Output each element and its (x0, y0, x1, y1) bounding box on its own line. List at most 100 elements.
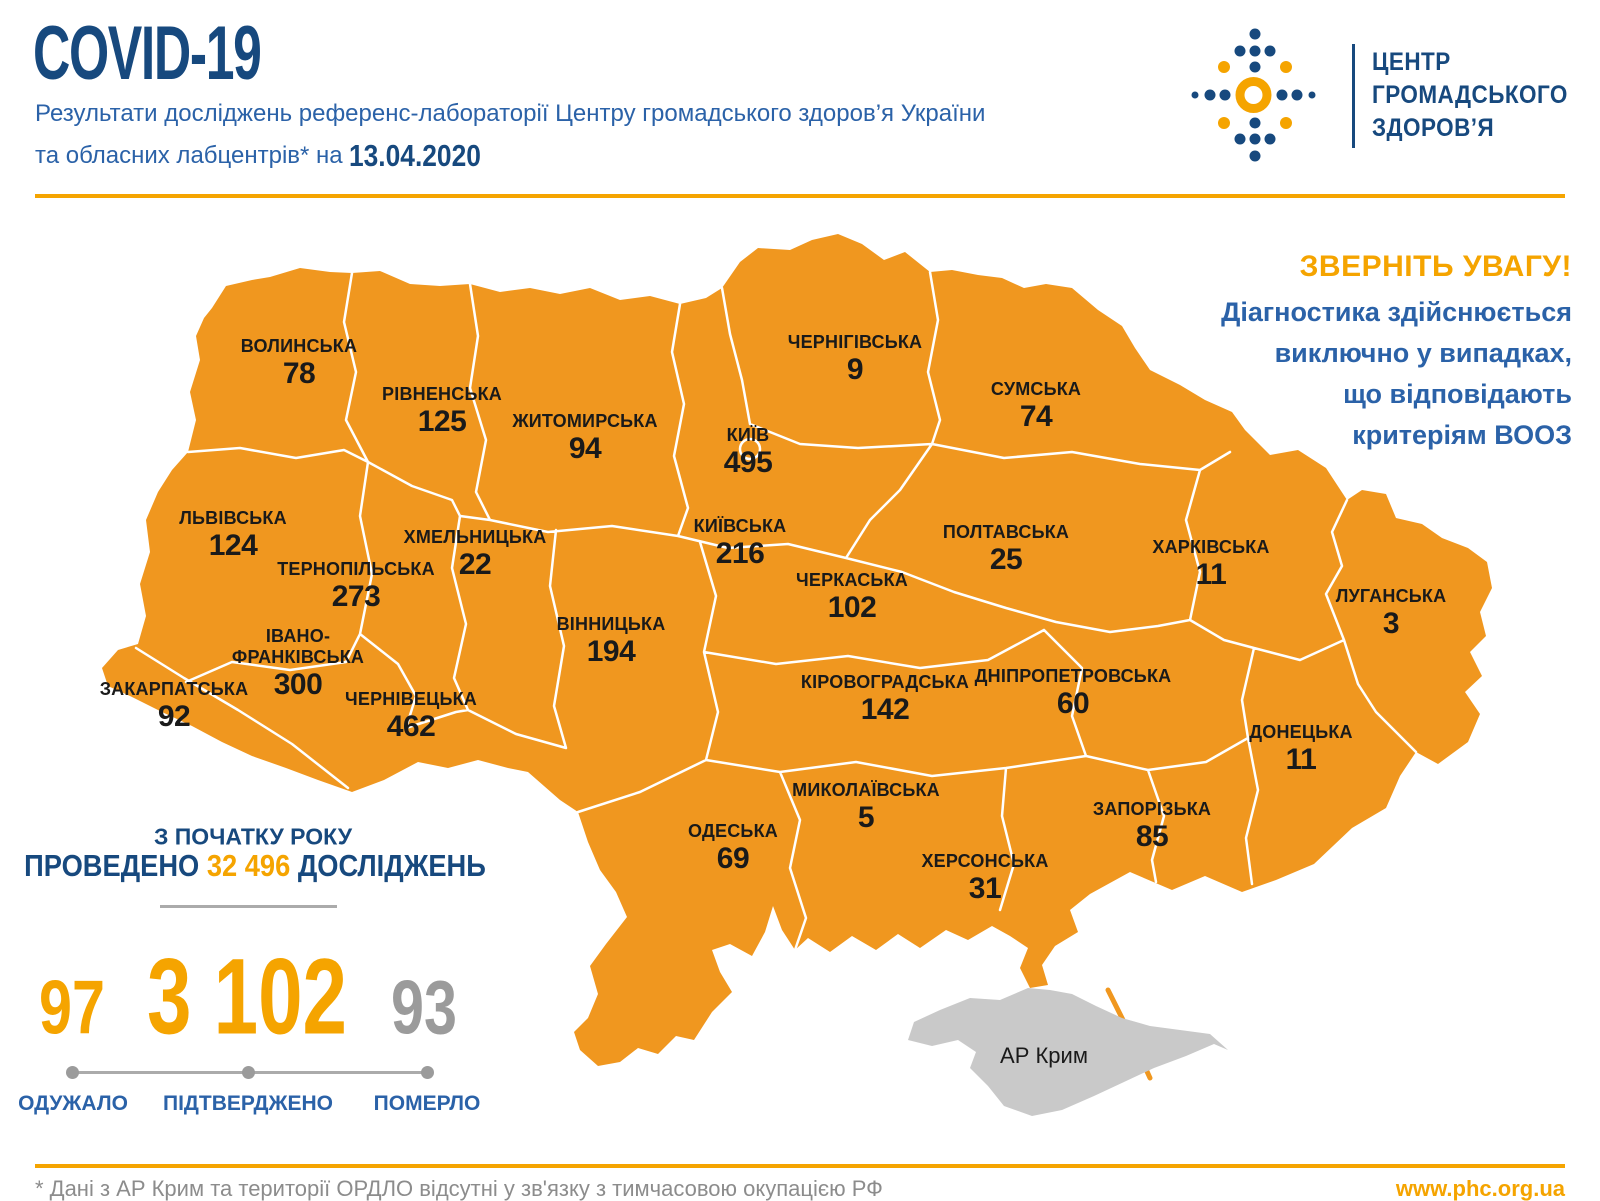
region-name: ЗАКАРПАТСЬКА (99, 679, 249, 699)
region-value: 11 (1285, 743, 1317, 776)
region-name: ЛУГАНСЬКА (1335, 586, 1447, 606)
region-value: 300 (273, 668, 323, 701)
region-name: ЖИТОМИРСЬКА (512, 411, 658, 431)
attention-line1: Діагностика здійснюється (1221, 297, 1572, 327)
subtitle-line2: та обласних лабцентрів* на 13.04.2020 (35, 138, 504, 174)
region-value: 495 (723, 446, 773, 479)
region-label-volynska: ВОЛИНСЬКА 78 (241, 336, 357, 391)
region-label-lvivska: ЛЬВІВСЬКА 124 (179, 508, 287, 563)
region-value: 74 (1019, 400, 1053, 433)
oblast-borders (134, 270, 1418, 952)
region-label-odeska: ОДЕСЬКА 69 (688, 821, 778, 876)
footer-note: * Дані з АР Крим та території ОРДЛО відс… (35, 1176, 883, 1201)
region-name: ВІННИЦЬКА (556, 614, 666, 634)
region-name: КИЇВ (726, 425, 770, 445)
region-name: ЛЬВІВСЬКА (179, 508, 287, 528)
region-value: 60 (1056, 687, 1090, 720)
region-value: 3 (1382, 607, 1400, 640)
region-value: 22 (458, 548, 492, 581)
region-value: 9 (846, 353, 864, 386)
region-value: 216 (715, 537, 765, 570)
region-name: ДНІПРОПЕТРОВСЬКА (974, 666, 1172, 686)
timeline-dot-died (421, 1066, 434, 1079)
attention-line4: критеріям ВООЗ (1352, 420, 1572, 450)
subtitle-line1: Результати досліджень референс-лаборатор… (35, 100, 986, 127)
region-name: ОДЕСЬКА (688, 821, 778, 841)
region-name: РІВНЕНСЬКА (382, 384, 502, 404)
region-name: ЗАПОРІЗЬКА (1092, 799, 1212, 819)
region-name: ЧЕРКАСЬКА (796, 570, 908, 590)
region-label-chernihivska: ЧЕРНІГІВСЬКА 9 (788, 332, 923, 387)
logo-org-name: ЦЕНТР ГРОМАДСЬКОГО ЗДОРОВ’Я (1372, 46, 1568, 145)
region-label-zakarpatska: ЗАКАРПАТСЬКА 92 (100, 679, 249, 734)
region-value: 11 (1195, 558, 1227, 591)
region-name: ПОЛТАВСЬКА (942, 522, 1070, 542)
region-name: ТЕРНОПІЛЬСЬКА (277, 559, 435, 579)
region-name: КИЇВСЬКА (693, 516, 787, 536)
region-label-ternopilska: ТЕРНОПІЛЬСЬКА 273 (277, 559, 435, 614)
stats-divider-line (160, 905, 337, 908)
phc-logo-icon (1191, 28, 1316, 162)
kyiv-city-marker (738, 437, 762, 461)
region-label-khersonska: ХЕРСОНСЬКА 31 (921, 851, 1048, 906)
footer-website-link[interactable]: www.phc.org.ua (1395, 1176, 1565, 1201)
region-label-zaporizka: ЗАПОРІЗЬКА 85 (1093, 799, 1211, 854)
region-value: 92 (157, 700, 191, 733)
footer-divider-line (35, 1164, 1565, 1168)
region-label-vinnytska: ВІННИЦЬКА 194 (557, 614, 666, 669)
tests-suffix: ДОСЛІДЖЕНЬ (290, 848, 486, 883)
attention-heading: ЗВЕРНІТЬ УВАГУ! (1299, 250, 1572, 283)
region-value: 31 (968, 872, 1002, 905)
region-label-ivano-frankivska: ІВАНО- ФРАНКІВСЬКА 300 (232, 626, 364, 702)
region-value: 85 (1135, 820, 1169, 853)
report-date: 13.04.2020 (349, 138, 482, 173)
region-value: 125 (417, 405, 467, 438)
region-value: 102 (827, 591, 877, 624)
logo-org-line2: ГРОМАДСЬКОГО (1372, 81, 1568, 109)
region-label-cherkaska: ЧЕРКАСЬКА 102 (796, 570, 908, 625)
timeline-dot-recovered (66, 1066, 79, 1079)
subtitle-line2-text: та обласних лабцентрів* на (35, 142, 350, 169)
region-label-chernivetska: ЧЕРНІВЕЦЬКА 462 (345, 689, 477, 744)
region-value: 273 (331, 580, 381, 613)
region-name: КІРОВОГРАДСЬКА (800, 672, 970, 692)
region-name: СУМСЬКА (990, 379, 1082, 399)
region-label-zhytomyrska: ЖИТОМИРСЬКА 94 (512, 411, 657, 466)
region-label-poltavska: ПОЛТАВСЬКА 25 (943, 522, 1069, 577)
logo-divider (1352, 44, 1355, 148)
region-label-kyiv: КИЇВ 495 (724, 425, 773, 480)
stats-tests-line: ПРОВЕДЕНО 32 496 ДОСЛІДЖЕНЬ (24, 848, 486, 884)
attention-line3: що відповідають (1343, 379, 1572, 409)
region-name: ДОНЕЦЬКА (1249, 722, 1353, 742)
region-name: ХЕРСОНСЬКА (921, 851, 1049, 871)
region-value: 78 (282, 357, 316, 390)
confirmed-label: ПІДТВЕРДЖЕНО (162, 1092, 334, 1115)
page-title: COVID-19 (33, 11, 262, 96)
region-name: ЧЕРНІВЕЦЬКА (345, 689, 477, 709)
crimea-label: АР Крим (1000, 1043, 1088, 1068)
region-value: 194 (586, 635, 636, 668)
header-divider-line (35, 194, 1565, 198)
region-name: ІВАНО- ФРАНКІВСЬКА (231, 626, 365, 667)
timeline-dot-confirmed (242, 1066, 255, 1079)
died-label: ПОМЕРЛО (373, 1092, 481, 1115)
stats-period-label: З ПОЧАТКУ РОКУ (153, 823, 353, 850)
confirmed-value: 3 102 (147, 935, 347, 1057)
recovered-value: 97 (39, 965, 105, 1051)
logo-org-line3: ЗДОРОВ’Я (1372, 114, 1495, 142)
region-name: ВОЛИНСЬКА (240, 336, 358, 356)
region-value: 25 (989, 543, 1023, 576)
recovered-label: ОДУЖАЛО (18, 1092, 128, 1115)
attention-block: ЗВЕРНІТЬ УВАГУ! Діагностика здійснюється… (1221, 250, 1572, 456)
tests-prefix: ПРОВЕДЕНО (24, 848, 207, 883)
region-label-khmelnytska: ХМЕЛЬНИЦЬКА 22 (404, 527, 547, 582)
region-value: 142 (860, 693, 910, 726)
region-label-mykolaivska: МИКОЛАЇВСЬКА 5 (792, 780, 940, 835)
region-name: ЧЕРНІГІВСЬКА (787, 332, 923, 352)
tests-value: 32 496 (206, 848, 291, 883)
region-name: ХМЕЛЬНИЦЬКА (403, 527, 547, 547)
region-name: МИКОЛАЇВСЬКА (792, 780, 940, 800)
attention-line2: виключно у випадках, (1274, 338, 1572, 368)
